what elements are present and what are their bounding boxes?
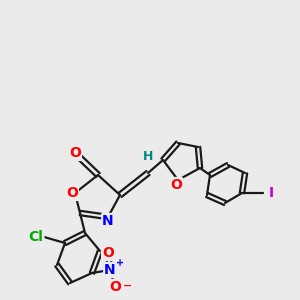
Text: H: H [143, 151, 153, 164]
Text: −: − [123, 281, 132, 291]
Text: O: O [102, 246, 114, 260]
Text: O: O [69, 146, 81, 160]
Text: N: N [102, 214, 114, 228]
Text: N: N [104, 263, 116, 277]
Text: I: I [268, 186, 274, 200]
Text: O: O [109, 280, 121, 294]
Text: +: + [116, 258, 124, 268]
Text: Cl: Cl [28, 230, 44, 244]
Text: O: O [170, 178, 182, 192]
Text: O: O [66, 186, 78, 200]
